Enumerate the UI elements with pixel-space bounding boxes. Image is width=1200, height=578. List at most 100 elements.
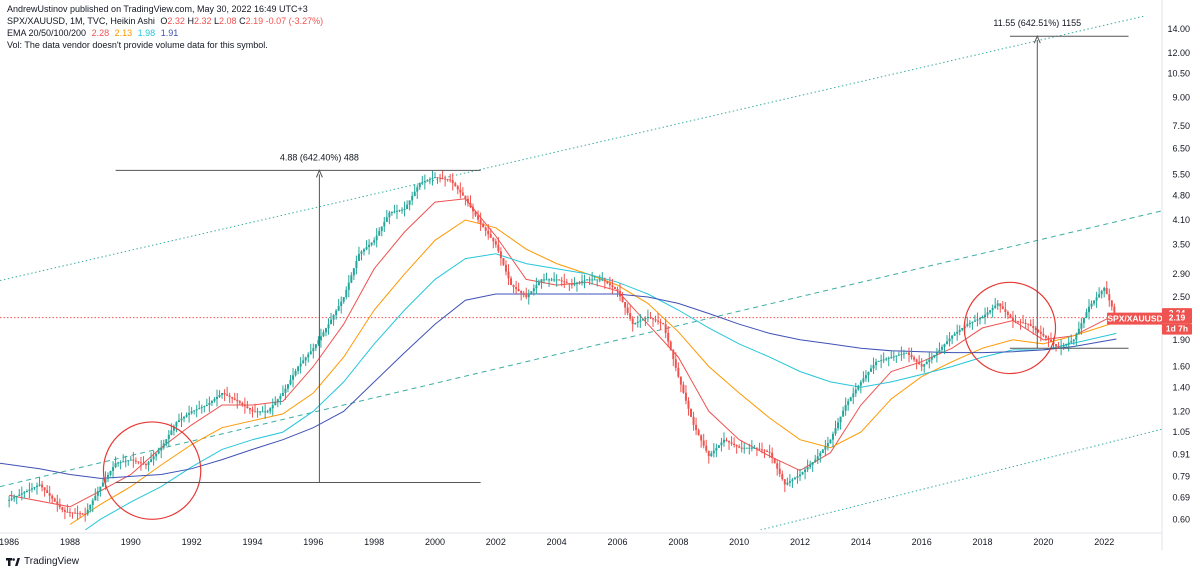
y-tick-label: 1.20: [1172, 406, 1190, 416]
candle-body: [834, 428, 837, 434]
candle-body: [134, 460, 137, 462]
candle-body: [532, 288, 535, 292]
candle-body: [398, 210, 401, 212]
y-tick-label: 0.69: [1172, 492, 1190, 502]
candle-body: [86, 509, 89, 515]
candle-body: [504, 264, 507, 272]
y-tick-label: 2.50: [1172, 292, 1190, 302]
candle-body: [996, 303, 999, 306]
y-tick-label: 12.00: [1167, 48, 1190, 58]
candle-body: [745, 447, 748, 449]
candle-body: [256, 411, 259, 413]
candle-body: [464, 195, 467, 199]
candle-body: [644, 318, 647, 320]
candle-body: [322, 332, 325, 337]
candle-body: [859, 381, 862, 386]
candle-body: [956, 331, 959, 334]
symbol-legend[interactable]: SPX/XAUUSD, 1M, TVC, Heikin Ashi O2.32 H…: [7, 15, 323, 27]
candle-body: [68, 512, 71, 514]
candle-body: [649, 316, 652, 319]
ohlc-low: 2.08: [219, 16, 237, 26]
candle-body: [368, 244, 371, 248]
y-tick-label: 3.50: [1172, 240, 1190, 250]
candle-body: [763, 450, 766, 452]
x-tick-label: 1994: [242, 537, 262, 547]
candle-body: [431, 178, 434, 180]
highlight-circle-1: [963, 281, 1057, 375]
candle-body: [755, 447, 758, 449]
candle-body: [705, 445, 708, 451]
candle-body: [821, 449, 824, 453]
candle-body: [91, 500, 94, 505]
candle-body: [994, 305, 997, 308]
candle-body: [1082, 317, 1085, 324]
candle-body: [436, 177, 439, 179]
candle-body: [1113, 306, 1116, 313]
candle-body: [61, 507, 64, 510]
candle-body: [48, 492, 51, 496]
candle-body: [1072, 339, 1075, 342]
x-tick-label: 1998: [364, 537, 384, 547]
ema-legend[interactable]: EMA 20/50/100/200 2.28 2.13 1.98 1.91: [7, 27, 178, 39]
candle-body: [578, 282, 581, 284]
candle-body: [330, 319, 333, 325]
candle-body: [940, 346, 943, 350]
candle-body: [710, 453, 713, 457]
candle-body: [961, 328, 964, 330]
candle-body: [690, 408, 693, 417]
candle-body: [1011, 317, 1014, 321]
candle-body: [223, 392, 226, 395]
candle-body: [588, 279, 591, 281]
candle-body: [507, 271, 510, 279]
candle-body: [766, 451, 769, 453]
candle-body: [266, 411, 269, 413]
candle-body: [938, 349, 941, 353]
candle-body: [1001, 306, 1004, 310]
candle-body: [999, 303, 1002, 307]
candle-body: [811, 462, 814, 465]
candle-body: [403, 209, 406, 211]
candle-body: [852, 393, 855, 398]
candle-body: [634, 322, 637, 325]
candle-body: [157, 450, 160, 454]
candle-body: [15, 495, 18, 498]
candle-body: [472, 207, 475, 212]
candle-body: [497, 244, 500, 252]
candle-body: [99, 486, 102, 492]
candle-body: [390, 212, 393, 214]
candle-body: [162, 443, 165, 448]
candle-body: [778, 468, 781, 474]
y-tick-label: 14.00: [1167, 24, 1190, 34]
footer-brand[interactable]: TradingView: [6, 556, 79, 567]
brand-name: TradingView: [24, 556, 80, 567]
candle-body: [172, 426, 175, 431]
candle-body: [568, 283, 571, 285]
candle-body: [517, 289, 520, 292]
candle-body: [147, 462, 150, 466]
candle-body: [535, 285, 538, 289]
candle-body: [522, 293, 525, 296]
y-tick-label: 1.40: [1172, 382, 1190, 392]
candle-body: [636, 321, 639, 323]
candle-body: [401, 209, 404, 211]
ema50-value: 2.13: [114, 28, 133, 38]
candle-body: [989, 310, 992, 313]
candle-body: [208, 402, 211, 405]
measure-annotation-1: 11.55 (642.51%) 1155: [993, 18, 1129, 349]
y-tick-label: 1.05: [1172, 427, 1190, 437]
symbol-price-tag-bg: [1107, 312, 1163, 325]
measure-annotation-0: 4.88 (642.40%) 488: [115, 152, 481, 483]
candle-body: [71, 512, 74, 514]
candle-body: [76, 512, 79, 514]
x-tick-label: 1990: [121, 537, 141, 547]
measure-label: 11.55 (642.51%) 1155: [993, 18, 1081, 28]
candle-body: [380, 226, 383, 232]
candle-body: [933, 354, 936, 358]
ohlc-high-label: H: [187, 16, 194, 26]
candle-body: [337, 306, 340, 311]
candle-body: [482, 223, 485, 228]
candle-body: [246, 406, 249, 408]
candle-body: [281, 392, 284, 397]
candle-body: [312, 348, 315, 352]
